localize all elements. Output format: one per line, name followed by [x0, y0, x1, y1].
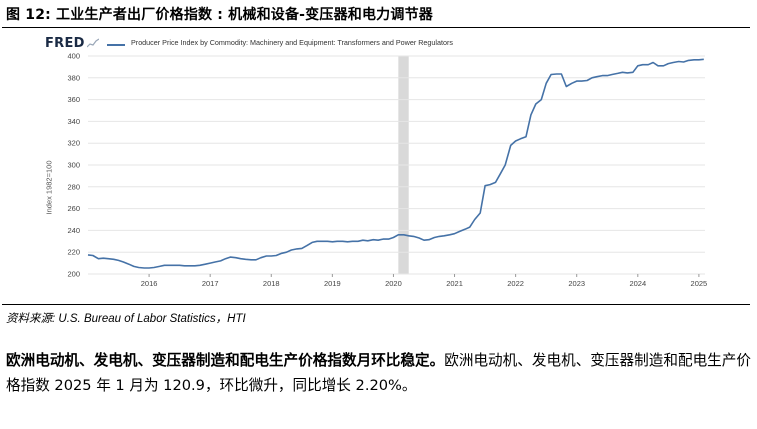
top-divider [2, 27, 750, 28]
x-tick-label: 2018 [263, 279, 280, 288]
fred-logo: FRED [45, 36, 85, 51]
chart-canvas: 200 220 240 260 280 300 320 340 360 380 400 2016 201… [67, 52, 708, 289]
commentary-body: 欧洲电动机、发电机、变压器制造和配电生产价格指数 2025 年 1 月为 120… [6, 352, 751, 394]
x-tick-label: 2017 [202, 279, 219, 288]
y-tick-label: 200 [67, 270, 80, 279]
x-tick-label: 2023 [568, 279, 585, 288]
x-tick-label: 2020 [385, 279, 402, 288]
y-tick-label: 220 [67, 248, 80, 257]
figure-title: 图 12: 工业生产者出厂价格指数 : 机械和设备-变压器和电力调节器 [6, 7, 433, 23]
y-tick-label: 360 [67, 95, 80, 104]
commentary-paragraph: 欧洲电动机、发电机、变压器制造和配电生产价格指数月环比稳定。欧洲电动机、发电机、… [6, 348, 751, 398]
y-axis-label: Index 1982=100 [44, 160, 54, 215]
y-tick-label: 340 [67, 117, 80, 126]
x-tick-label: 2025 [691, 279, 708, 288]
fred-chart: 200 220 240 260 280 300 320 340 360 380 400 2016 201… [41, 33, 712, 295]
source-note: 资料来源: U.S. Bureau of Labor Statistics，HT… [6, 313, 246, 325]
x-tick-label: 2019 [324, 279, 341, 288]
y-tick-label: 300 [67, 161, 80, 170]
y-tick-label: 260 [67, 204, 80, 213]
y-tick-label: 240 [67, 226, 80, 235]
series-line [87, 58, 704, 269]
x-tick-label: 2016 [141, 279, 158, 288]
legend-label: Producer Price Index by Commodity: Machi… [131, 38, 453, 47]
bottom-divider [2, 304, 750, 305]
fred-logo-graph-icon [87, 38, 99, 48]
x-tick-label: 2021 [446, 279, 463, 288]
y-tick-label: 400 [67, 52, 80, 61]
legend-swatch [107, 44, 125, 46]
commentary-lead: 欧洲电动机、发电机、变压器制造和配电生产价格指数月环比稳定。 [6, 352, 445, 369]
x-tick-label: 2024 [629, 279, 646, 288]
x-tick-label: 2022 [507, 279, 524, 288]
y-tick-label: 320 [67, 139, 80, 148]
y-tick-label: 380 [67, 73, 80, 82]
y-tick-label: 280 [67, 182, 80, 191]
